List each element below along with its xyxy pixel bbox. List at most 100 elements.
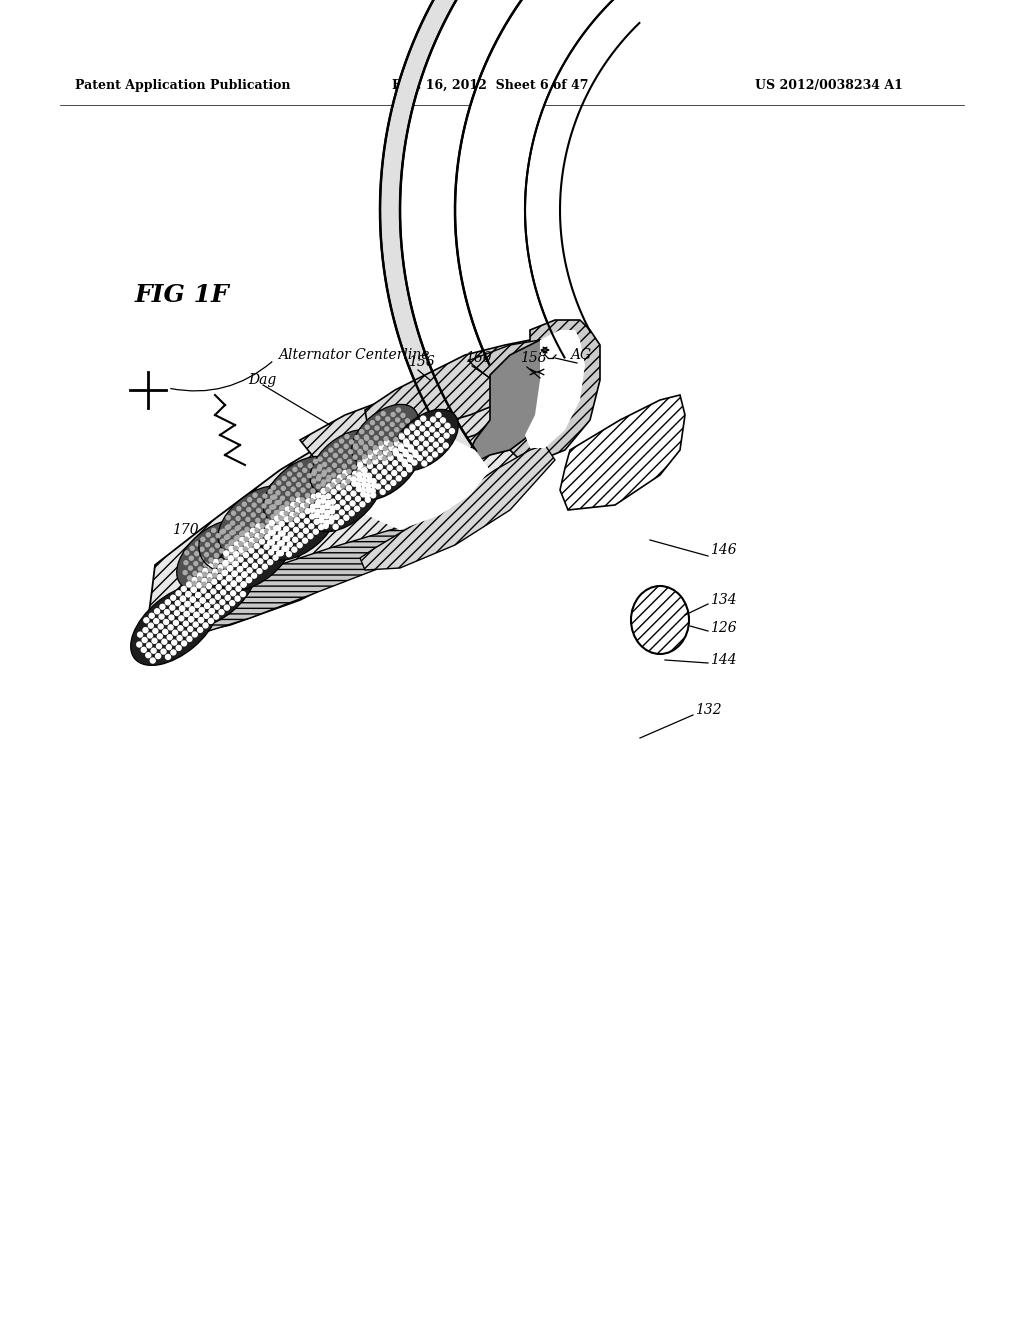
Circle shape [229,550,233,554]
Circle shape [224,554,228,558]
Circle shape [402,449,408,454]
Circle shape [189,607,195,612]
Circle shape [258,558,263,564]
Circle shape [206,533,210,537]
Circle shape [304,519,309,524]
Circle shape [199,566,203,572]
Circle shape [237,577,242,582]
Text: 134: 134 [710,593,736,607]
Circle shape [196,593,201,598]
Circle shape [251,513,255,517]
Circle shape [215,544,219,548]
Circle shape [292,478,296,482]
Circle shape [169,615,174,620]
Circle shape [276,491,280,495]
Polygon shape [145,520,435,660]
Circle shape [410,436,414,440]
Circle shape [312,471,316,475]
Circle shape [260,529,265,535]
Circle shape [444,433,450,438]
Circle shape [366,425,369,429]
Circle shape [336,479,340,483]
Circle shape [375,426,379,430]
Ellipse shape [631,586,689,653]
Circle shape [229,531,233,535]
Circle shape [226,585,231,590]
Circle shape [357,477,362,482]
Circle shape [216,533,220,537]
Circle shape [231,511,236,515]
Circle shape [213,569,217,574]
Circle shape [310,499,314,503]
Circle shape [204,562,208,566]
Circle shape [315,503,321,508]
Circle shape [408,455,413,459]
Circle shape [410,424,414,428]
Circle shape [294,512,298,516]
Circle shape [196,593,201,598]
Text: AG: AG [570,348,591,362]
Circle shape [365,436,369,440]
Circle shape [362,473,368,478]
Circle shape [164,619,169,624]
Circle shape [317,467,322,471]
Circle shape [321,482,325,486]
Circle shape [331,483,335,487]
Circle shape [403,438,408,442]
Polygon shape [560,395,685,510]
Polygon shape [525,330,585,447]
Circle shape [239,557,243,562]
Circle shape [214,614,218,619]
Circle shape [232,561,238,566]
Circle shape [274,511,279,515]
Circle shape [228,560,232,564]
Circle shape [284,527,289,532]
Circle shape [242,572,247,577]
Circle shape [436,413,441,417]
Circle shape [297,473,301,477]
Circle shape [167,635,172,640]
Circle shape [226,516,230,520]
Circle shape [157,644,162,648]
Circle shape [355,496,360,502]
Circle shape [395,418,399,422]
Circle shape [329,519,334,524]
Circle shape [159,624,163,630]
Circle shape [349,511,354,516]
Circle shape [321,506,326,510]
Circle shape [339,510,344,515]
Circle shape [297,483,301,487]
Circle shape [247,577,252,582]
Circle shape [234,556,239,560]
Circle shape [341,490,346,495]
Circle shape [289,516,293,521]
Circle shape [185,602,189,607]
Circle shape [334,454,337,458]
Circle shape [371,492,376,498]
Circle shape [305,508,310,513]
Circle shape [347,475,352,480]
Circle shape [351,477,356,482]
Circle shape [438,438,443,442]
Circle shape [227,566,232,570]
Circle shape [362,455,367,459]
Circle shape [314,519,319,524]
Text: 156: 156 [408,355,434,370]
Circle shape [399,434,404,440]
Circle shape [302,478,306,482]
Circle shape [368,463,373,469]
Circle shape [311,488,315,492]
Circle shape [279,516,283,520]
Polygon shape [355,440,490,531]
Circle shape [385,426,389,430]
Circle shape [276,480,281,484]
Circle shape [409,445,414,450]
Circle shape [204,614,209,618]
Circle shape [302,539,307,543]
Circle shape [279,531,284,536]
Circle shape [326,500,331,506]
Circle shape [250,533,254,537]
Circle shape [382,470,387,475]
Circle shape [268,550,273,554]
Circle shape [143,627,148,632]
